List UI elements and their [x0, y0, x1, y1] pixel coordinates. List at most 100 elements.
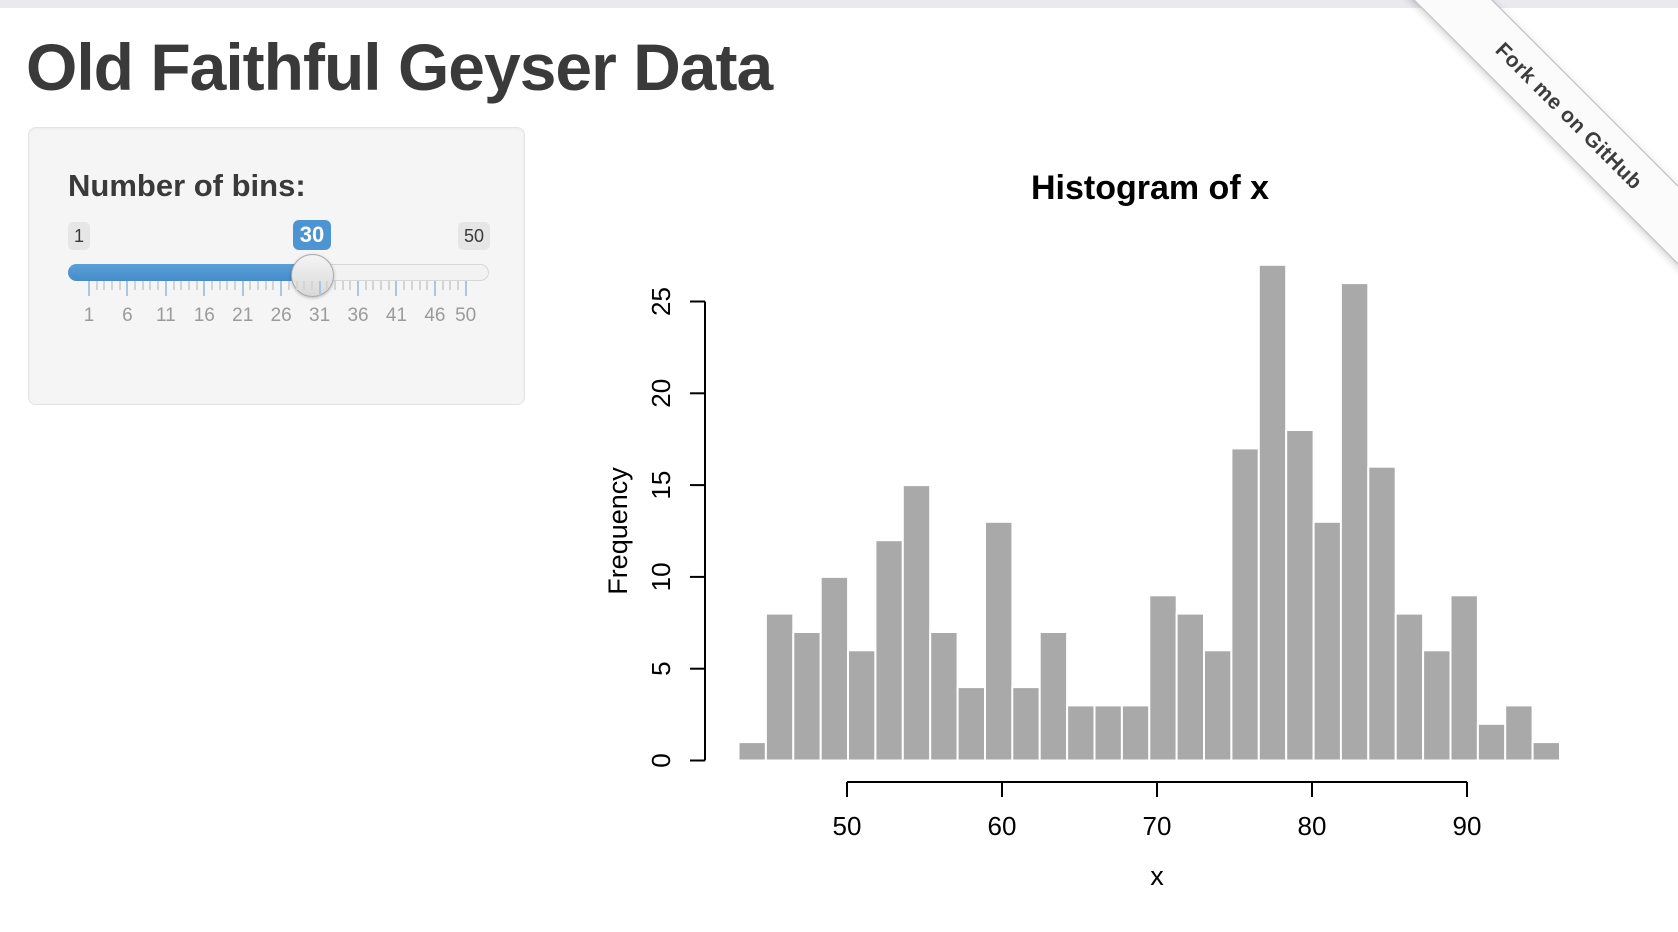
x-tick-label: 50 — [833, 811, 862, 841]
slider-tick — [234, 281, 237, 290]
histogram-bar — [1476, 722, 1507, 762]
slider-tick — [103, 281, 106, 290]
histogram-bar — [847, 649, 877, 762]
slider-tick — [157, 281, 160, 290]
slider-tick — [164, 281, 167, 296]
slider-tick — [395, 281, 398, 296]
slider-tick — [180, 281, 183, 290]
y-axis-title: Frequency — [603, 467, 633, 595]
histogram-bar — [1394, 612, 1425, 762]
slider-tick — [303, 281, 306, 290]
slider-tick — [426, 281, 429, 290]
y-tick-label: 5 — [646, 661, 676, 675]
slider-tick — [141, 281, 144, 290]
slider-tick — [203, 281, 206, 296]
chart-title: Histogram of x — [1031, 169, 1269, 207]
histogram-bar — [1203, 649, 1233, 762]
histogram-bar — [1038, 631, 1069, 762]
slider-tick — [287, 281, 290, 290]
slider-tick — [380, 281, 383, 290]
slider-tick — [118, 281, 121, 290]
histogram-bar — [1504, 704, 1534, 762]
slider-tick — [456, 281, 459, 290]
histogram-bar — [1285, 429, 1315, 762]
y-tick-label: 0 — [646, 753, 676, 767]
histogram-bar — [737, 741, 767, 762]
histogram-bar — [1257, 263, 1288, 762]
x-tick-label: 60 — [988, 811, 1017, 841]
slider-tick — [134, 281, 137, 290]
slider-tick — [195, 281, 198, 290]
x-axis-title: x — [1150, 861, 1164, 891]
slider-tick — [418, 281, 421, 290]
slider-tick — [226, 281, 229, 290]
slider-tick — [464, 281, 467, 296]
slider-tick — [364, 281, 367, 290]
histogram-bar — [901, 484, 932, 762]
slider-tick — [280, 281, 283, 296]
slider-tick-label: 26 — [270, 305, 292, 326]
slider-tick — [433, 281, 436, 296]
slider-tick — [210, 281, 213, 290]
x-tick-label: 70 — [1143, 811, 1172, 841]
slider-tick — [126, 281, 129, 296]
slider-tick-label: 36 — [347, 305, 369, 326]
slider-tick — [410, 281, 413, 290]
slider-tick — [187, 281, 190, 290]
y-tick-label: 25 — [646, 287, 676, 316]
slider-tick — [95, 281, 98, 290]
slider-tick-label: 46 — [424, 305, 446, 326]
histogram-bar — [1312, 520, 1342, 762]
slider-tick — [326, 281, 329, 290]
slider-tick-label: 11 — [155, 305, 176, 326]
slider-tick — [349, 281, 352, 290]
slider-tick — [111, 281, 114, 290]
slider-min-badge: 1 — [68, 222, 91, 250]
slider-tick-label: 41 — [385, 305, 408, 326]
slider-tick-label: 50 — [455, 305, 477, 326]
histogram-bar — [874, 539, 904, 762]
slider-tick — [372, 281, 375, 290]
slider-tick — [357, 281, 360, 296]
slider-tick-label: 16 — [193, 305, 215, 326]
histogram-bar — [1367, 465, 1397, 762]
histogram-bar — [1531, 741, 1561, 762]
y-tick-label: 15 — [646, 471, 676, 500]
x-tick-label: 80 — [1298, 811, 1327, 841]
slider-tick — [218, 281, 221, 290]
histogram-bar — [1120, 704, 1151, 762]
slider-tick — [333, 281, 336, 290]
slider-tick — [387, 281, 390, 290]
slider-tick-label: 21 — [232, 305, 254, 326]
slider-fill-bar[interactable] — [68, 264, 313, 281]
histogram-bar — [1175, 612, 1205, 762]
histogram-bar — [1230, 447, 1260, 762]
slider-tick — [272, 281, 275, 290]
sidebar-panel: Number of bins: 1 30 50 1 6 11 16 21 26 31 36 41… — [28, 127, 525, 405]
slider-tick-label: 1 — [83, 305, 95, 326]
slider-tick — [149, 281, 152, 290]
slider-tick — [257, 281, 260, 290]
slider-max-badge: 50 — [458, 222, 491, 250]
slider-tick — [264, 281, 267, 290]
slider-tick-label: 31 — [309, 305, 331, 326]
histogram-bar — [1093, 704, 1123, 762]
slider-value-badge: 30 — [293, 220, 331, 250]
y-tick-label: 20 — [646, 379, 676, 408]
slider-tick — [341, 281, 344, 290]
slider-tick — [295, 281, 298, 290]
histogram-bar — [929, 631, 959, 762]
bins-slider-label: Number of bins: — [68, 168, 306, 203]
histogram-bar — [1066, 704, 1096, 762]
top-edge-strip — [0, 0, 1678, 8]
y-tick-label: 10 — [646, 562, 676, 591]
histogram-bar — [792, 631, 822, 762]
slider-tick — [172, 281, 175, 290]
histogram-bar — [984, 520, 1014, 762]
slider-tick — [241, 281, 244, 296]
slider-tick — [318, 281, 321, 296]
histogram-bar — [1422, 649, 1452, 762]
slider-tick — [441, 281, 444, 290]
x-tick-label: 90 — [1453, 811, 1482, 841]
histogram-bar — [1011, 686, 1041, 762]
